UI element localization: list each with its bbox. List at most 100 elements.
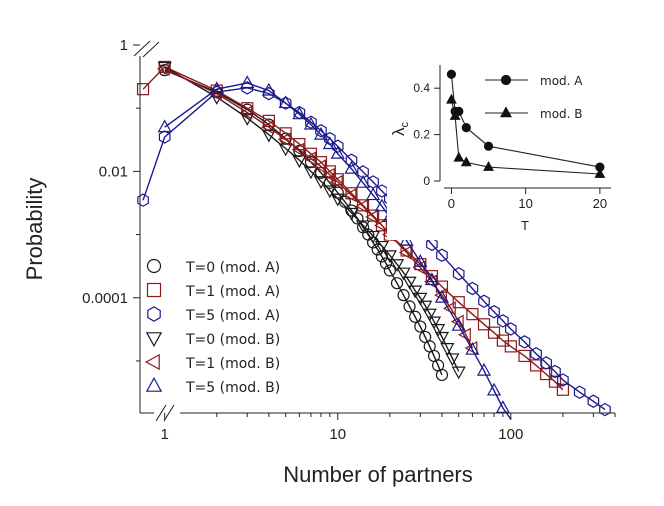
data-point bbox=[330, 145, 345, 159]
data-point bbox=[303, 151, 316, 166]
inset-legend-item: mod. A bbox=[485, 74, 583, 88]
data-point bbox=[240, 112, 255, 126]
data-point bbox=[291, 142, 305, 157]
data-point bbox=[435, 368, 449, 382]
data-point bbox=[398, 245, 412, 260]
data-point bbox=[303, 166, 319, 180]
data-point bbox=[277, 132, 291, 147]
data-point bbox=[465, 341, 480, 355]
data-point bbox=[389, 259, 405, 273]
x-axis-break-mark bbox=[154, 404, 180, 422]
data-point bbox=[210, 85, 223, 99]
data-point bbox=[343, 188, 357, 203]
inset-series-1 bbox=[446, 69, 605, 172]
legend: T=0 (mod. A) T=1 (mod. A) T=5 (mod. A) T… bbox=[144, 258, 280, 396]
inset-data-point bbox=[483, 141, 494, 151]
data-point bbox=[466, 308, 479, 321]
inset-x-axis-label: T bbox=[521, 218, 529, 233]
legend-marker-circle bbox=[146, 258, 162, 274]
inset-y-tick-label: 0 bbox=[423, 174, 430, 188]
data-point bbox=[431, 324, 446, 337]
inset-ticks: 0 10 20 0 0.2 0.4 bbox=[413, 81, 607, 211]
inset-data-point bbox=[449, 109, 461, 120]
data-point bbox=[445, 353, 460, 367]
data-point bbox=[357, 165, 369, 179]
data-point bbox=[379, 257, 393, 270]
inset-series-line bbox=[450, 74, 601, 168]
inset-data-point bbox=[453, 151, 465, 162]
legend-marker-shape bbox=[146, 282, 162, 298]
inset-y-tick-label: 0.4 bbox=[413, 81, 430, 95]
data-point bbox=[418, 300, 433, 314]
data-point bbox=[278, 95, 293, 109]
inset-x-tick-label: 10 bbox=[518, 196, 532, 211]
data-point bbox=[504, 322, 517, 336]
inset-legend-item: mod. B bbox=[485, 106, 583, 121]
y-tick-label: 1 bbox=[120, 37, 128, 54]
data-point bbox=[402, 276, 417, 290]
data-point bbox=[158, 130, 171, 144]
inset-legend: mod. A mod. B bbox=[485, 74, 583, 121]
data-point bbox=[330, 193, 345, 207]
data-point bbox=[374, 218, 387, 233]
data-point bbox=[426, 237, 438, 252]
inset-y-axis-label: λc bbox=[389, 122, 411, 137]
data-point bbox=[303, 116, 319, 130]
data-point bbox=[557, 373, 569, 387]
data-point bbox=[382, 250, 397, 264]
data-point bbox=[209, 81, 224, 95]
data-point bbox=[279, 96, 292, 110]
data-point bbox=[366, 230, 381, 244]
inset-legend-marker-triangle-up bbox=[500, 106, 512, 118]
x-tick-label: 100 bbox=[498, 426, 523, 443]
inset-legend-label: mod. A bbox=[540, 74, 583, 88]
data-point bbox=[397, 289, 410, 302]
data-point bbox=[355, 199, 369, 214]
data-point bbox=[313, 159, 326, 174]
legend-marker-shape bbox=[147, 306, 161, 322]
data-point bbox=[383, 264, 396, 277]
data-point bbox=[263, 86, 275, 101]
data-point bbox=[366, 187, 381, 201]
inset-chart: 0 10 20 0 0.2 0.4 T λc mod. A mod. B bbox=[387, 52, 627, 240]
data-point bbox=[345, 153, 358, 167]
data-point bbox=[488, 305, 500, 319]
main-plot-marks bbox=[136, 60, 611, 420]
inset-legend-label: mod. B bbox=[540, 107, 583, 121]
data-point bbox=[409, 310, 422, 323]
data-point bbox=[497, 314, 509, 328]
data-point bbox=[477, 318, 491, 331]
x-tick-label: 10 bbox=[329, 426, 346, 443]
data-point bbox=[434, 289, 450, 303]
data-point bbox=[239, 105, 253, 120]
inset-data-point bbox=[446, 93, 457, 104]
legend-item: T=5 (mod. B) bbox=[145, 376, 280, 396]
data-point bbox=[374, 240, 389, 254]
inset-marks bbox=[446, 69, 606, 178]
data-point bbox=[403, 300, 416, 313]
data-point bbox=[422, 308, 437, 322]
data-point bbox=[426, 316, 442, 330]
data-point bbox=[157, 119, 172, 133]
data-point bbox=[365, 209, 379, 225]
legend-item: T=5 (mod. A) bbox=[147, 306, 280, 324]
data-point bbox=[329, 174, 343, 190]
data-point bbox=[540, 356, 552, 370]
data-point bbox=[476, 362, 492, 376]
data-point bbox=[451, 317, 466, 331]
data-point bbox=[355, 220, 371, 234]
legend-marker-triangle-down bbox=[145, 332, 163, 348]
y-axis-break-mark bbox=[133, 40, 162, 58]
data-point bbox=[322, 185, 337, 199]
series-fit-line bbox=[164, 82, 512, 420]
data-point bbox=[413, 292, 428, 306]
inset-series-2 bbox=[446, 93, 606, 178]
data-point bbox=[549, 364, 561, 379]
data-point bbox=[452, 296, 465, 309]
data-point bbox=[261, 120, 274, 135]
data-point bbox=[344, 207, 359, 221]
data-point bbox=[240, 75, 255, 89]
data-point bbox=[374, 198, 389, 212]
data-point bbox=[556, 383, 570, 396]
data-point bbox=[424, 272, 439, 286]
